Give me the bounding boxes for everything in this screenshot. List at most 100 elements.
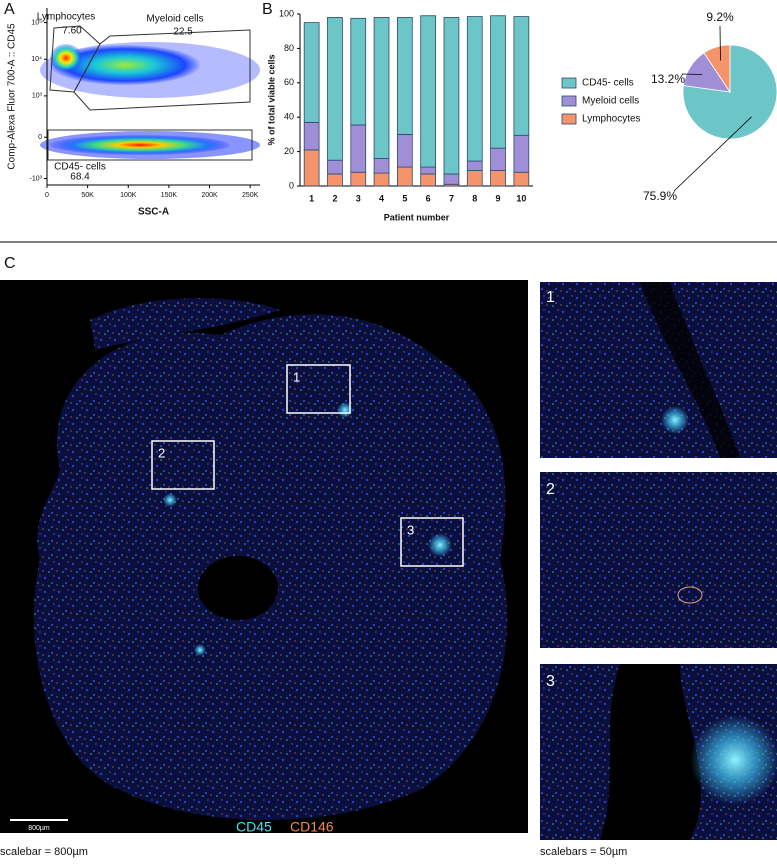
legend-label: Myeloid cells [582,96,639,107]
x-tick-label: 6 [426,193,431,203]
channel-label: CD146 [290,819,334,835]
panel-letter: B [262,1,273,18]
gate-value: 7.60 [62,26,82,37]
gate-name: Lymphocytes [37,12,96,23]
gate-name: Myeloid cells [146,14,203,25]
density [50,135,230,155]
legend-label: CD45- cells [582,78,634,89]
x-tick-label: 150K [161,192,178,199]
bar-segment [374,158,389,173]
y-axis-label: Comp-Alexa Fluor 700-A :: CD45 [7,23,18,170]
x-tick-label: 9 [496,193,501,203]
bar-segment [351,172,366,186]
x-tick-label: 100K [120,192,137,199]
y-tick-label: -10³ [30,175,43,182]
region-label: 1 [546,289,555,306]
y-tick-label: 20 [284,146,294,156]
x-tick-label: 3 [356,193,361,203]
x-tick-label: 50K [81,192,94,199]
bar-segment [304,23,319,123]
inset: 3 [540,664,777,840]
inset: 1 [540,282,777,458]
bar-segment [374,17,389,158]
x-tick-label: 10 [516,193,526,203]
x-tick-label: 250K [242,192,259,199]
inset: 2 [540,472,777,648]
pie-chart: 75.9% 13.2% 9.2% [643,10,777,203]
gate-value: 22.5 [173,27,193,38]
cell-cluster [163,493,177,507]
channel-label: CD45 [236,819,272,835]
bar-segment [491,16,506,148]
bar-chart: 0 20 40 60 80 100 % of total viable cells Patie… [266,8,640,222]
legend-label: Lymphocytes [582,114,641,125]
legend-swatch [562,96,576,106]
bar-segment [421,16,436,167]
density [50,44,82,72]
y-tick-label: 10³ [32,93,43,100]
bar-segment [514,135,529,172]
bar-segment [304,150,319,186]
bar-segment [444,17,459,174]
region-label: 3 [546,673,555,690]
bar-segment [514,172,529,186]
y-tick-label: 80 [284,43,294,53]
x-tick-label: 200K [201,192,218,199]
bar-segment [327,174,342,186]
inset-image [540,472,777,648]
y-tick-label: 40 [284,112,294,122]
bar-segment [304,122,319,150]
pie-label: 9.2% [706,10,734,24]
x-axis-label: SSC-A [138,207,169,218]
tissue [34,314,507,820]
scalebar [10,819,68,821]
x-tick-label: 1 [309,193,314,203]
panel-letter: A [4,1,15,18]
bar-segment [444,174,459,184]
x-tick-label: 2 [332,193,337,203]
bar-segment [397,134,412,167]
region-label: 2 [546,481,555,498]
y-tick-label: 0 [289,180,294,190]
bar-segment [351,18,366,125]
region-label: 3 [407,522,414,537]
y-tick-label: 60 [284,77,294,87]
bar-segment [491,148,506,170]
bar-segment [374,173,389,186]
panel-letter: C [4,255,16,272]
y-tick-label: 10⁴ [31,56,42,63]
bar-segment [421,167,436,174]
bar-segment [327,17,342,160]
bar-segment [467,17,482,161]
y-axis-label: % of total viable cells [266,54,276,145]
bar-segment [421,174,436,186]
y-tick-label: 100 [279,8,294,18]
cell-cluster [690,715,777,805]
caption: scalebars = 50µm [540,846,627,858]
cell-cluster [428,533,452,557]
x-tick-label: 7 [449,193,454,203]
bar-segment [351,125,366,172]
tissue-gap [198,556,278,620]
legend-swatch [562,114,576,124]
x-axis-label: Patient number [384,212,450,222]
bar-segment [397,167,412,186]
x-tick-label: 5 [402,193,407,203]
x-tick-label: 8 [472,193,477,203]
bar-segment [467,161,482,170]
cell-cluster [194,644,206,656]
caption: scalebar = 800µm [0,846,88,858]
scalebar-label: 800µm [28,825,50,832]
bar-segment [514,17,529,136]
pie-label: 75.9% [643,189,677,203]
gate-value: 68.4 [70,172,90,183]
bar-segment [467,171,482,186]
region-label: 2 [158,445,165,460]
cell-cluster [661,406,689,434]
y-tick-label: 0 [38,134,42,141]
pie-label: 13.2% [651,72,685,86]
bar-segment [397,17,412,134]
region-label: 1 [293,369,300,384]
